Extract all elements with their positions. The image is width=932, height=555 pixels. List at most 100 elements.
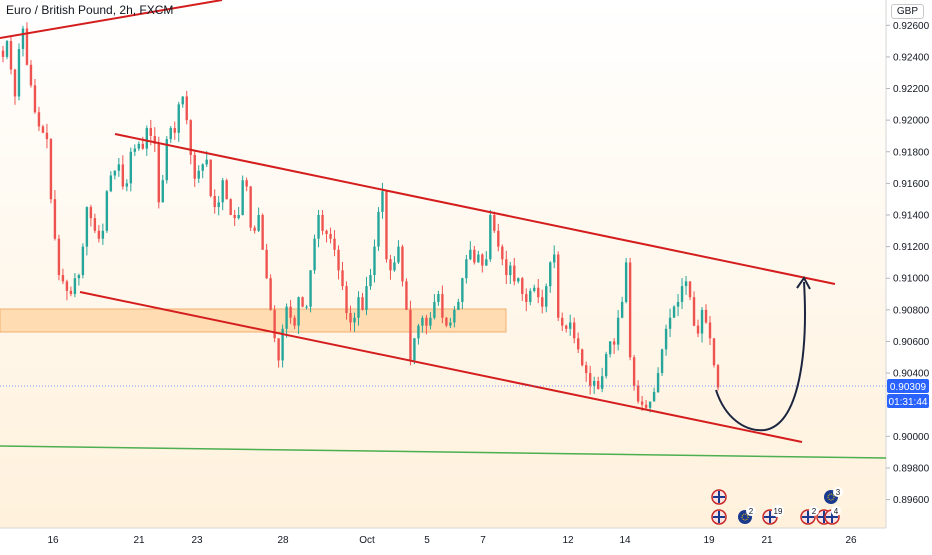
- y-tick-label: 0.91600: [893, 179, 930, 190]
- candle: [301, 296, 304, 308]
- candle: [565, 324, 568, 333]
- candle: [133, 144, 137, 156]
- event-count-badge: 19: [772, 505, 784, 517]
- y-tick-label: 0.92400: [893, 52, 930, 63]
- candle: [325, 229, 328, 243]
- y-tick-label: 0.92600: [893, 21, 930, 32]
- x-tick-label: 16: [47, 535, 59, 546]
- uk-flag-icon[interactable]: [711, 489, 727, 505]
- candle: [313, 234, 316, 274]
- candle: [217, 196, 220, 216]
- y-tick-label: 0.91200: [893, 242, 930, 253]
- candle: [664, 324, 668, 356]
- currency-badge[interactable]: GBP: [890, 4, 924, 19]
- candle: [245, 177, 248, 192]
- channel-upper-line[interactable]: [114, 133, 836, 285]
- candle: [636, 380, 640, 404]
- candle: [37, 106, 41, 132]
- candle: [353, 312, 356, 332]
- candle: [692, 291, 696, 327]
- candle: [569, 314, 572, 336]
- svg-text:3: 3: [836, 488, 841, 497]
- channel-lower-line[interactable]: [79, 291, 803, 443]
- candle: [17, 43, 21, 101]
- y-tick-label: 0.90400: [893, 369, 930, 380]
- event-count-badge: 2: [746, 506, 756, 516]
- y-tick-label: 0.92000: [893, 116, 930, 127]
- candle: [121, 155, 125, 190]
- candle: [461, 277, 464, 309]
- candle: [285, 303, 288, 338]
- candle: [696, 319, 700, 338]
- candle: [89, 204, 93, 227]
- candle: [125, 179, 129, 192]
- candle: [684, 275, 688, 295]
- candle: [57, 234, 61, 281]
- candle: [349, 305, 352, 332]
- candle: [553, 245, 556, 269]
- uk-flag-icon[interactable]: [711, 509, 727, 525]
- candle: [716, 364, 720, 391]
- candle: [628, 257, 632, 361]
- events-layer: 2 19 2 3 4: [711, 487, 843, 525]
- candle: [533, 284, 536, 293]
- candle: [361, 293, 364, 311]
- candle: [385, 190, 388, 263]
- candle: [668, 308, 672, 338]
- candle: [101, 223, 105, 245]
- y-tick-label: 0.91800: [893, 147, 930, 158]
- support-zone[interactable]: [0, 308, 507, 333]
- y-tick-label: 0.89600: [893, 495, 930, 506]
- candle: [293, 315, 296, 330]
- candle: [337, 245, 340, 280]
- candle: [357, 291, 360, 326]
- x-tick-label: 12: [562, 535, 574, 546]
- candle: [373, 239, 376, 283]
- plot-background: [0, 0, 886, 528]
- long-trendline[interactable]: [0, 0, 223, 39]
- candle: [421, 315, 424, 333]
- x-tick-label: Oct: [359, 535, 375, 546]
- candle: [652, 387, 656, 402]
- candle: [369, 268, 372, 290]
- x-tick-label: 21: [761, 535, 773, 546]
- candle: [469, 241, 472, 261]
- candle: [45, 123, 49, 149]
- candle: [73, 273, 77, 298]
- candle: [177, 101, 180, 142]
- candle: [273, 305, 276, 343]
- time-axis[interactable]: 16 21 23 28 Oct 5 7 12 14 19 21 26: [47, 535, 857, 546]
- y-tick-label: 0.91400: [893, 210, 930, 221]
- candle: [229, 198, 232, 216]
- candle: [197, 165, 200, 184]
- uk-flag-icon[interactable]: [762, 509, 778, 525]
- candle: [53, 190, 57, 241]
- candle: [13, 68, 17, 105]
- candle: [233, 209, 236, 227]
- candle: [517, 277, 520, 284]
- svg-text:19: 19: [774, 507, 783, 516]
- x-tick-label: 5: [424, 535, 430, 546]
- candle: [417, 323, 420, 345]
- candle: [129, 147, 133, 192]
- y-tick-label: 0.90000: [893, 432, 930, 443]
- candle: [321, 209, 324, 235]
- candle: [592, 376, 596, 394]
- candle: [85, 206, 89, 256]
- candle: [173, 121, 176, 140]
- candle: [425, 314, 428, 335]
- candle: [33, 78, 37, 114]
- green-support-line[interactable]: [0, 445, 887, 459]
- price-axis[interactable]: 0.92600 0.92400 0.92200 0.92000 0.91800 0.916…: [886, 21, 930, 506]
- y-tick-label: 0.90600: [893, 337, 930, 348]
- projection-arrow-path[interactable]: [715, 281, 806, 432]
- candle: [93, 213, 97, 234]
- svg-text:2: 2: [749, 507, 754, 516]
- candle: [588, 365, 592, 395]
- candle: [61, 268, 65, 285]
- candle: [153, 127, 156, 153]
- candle: [561, 312, 564, 332]
- candle: [481, 253, 484, 273]
- projection-arrowhead: [796, 276, 811, 290]
